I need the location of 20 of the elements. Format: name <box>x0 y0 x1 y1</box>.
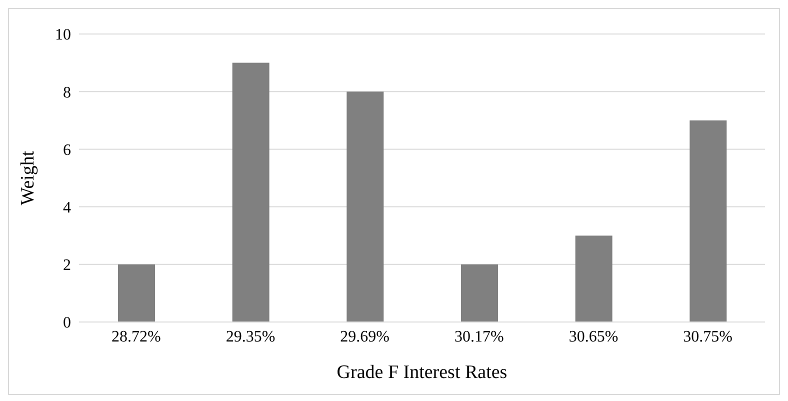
bar <box>690 120 727 322</box>
x-axis-title: Grade F Interest Rates <box>336 362 508 383</box>
bar <box>461 264 498 322</box>
y-tick-label: 4 <box>63 199 71 216</box>
y-tick-label: 0 <box>63 314 71 332</box>
x-tick-label: 29.35% <box>226 328 276 346</box>
bar <box>575 236 612 322</box>
y-tick-label: 6 <box>63 142 71 159</box>
x-tick-label: 28.72% <box>112 328 161 346</box>
x-tick-label: 30.17% <box>454 328 504 346</box>
y-tick-label: 8 <box>63 84 71 102</box>
y-tick-label: 2 <box>63 257 71 274</box>
y-axis-title: Weight <box>18 150 39 206</box>
x-tick-label: 29.69% <box>340 328 390 346</box>
x-tick-label: 30.65% <box>568 328 618 346</box>
x-tick-label: 30.75% <box>683 328 732 346</box>
y-tick-label: 10 <box>55 26 71 44</box>
bar <box>118 264 155 322</box>
bar <box>232 62 270 322</box>
bar <box>346 92 384 322</box>
